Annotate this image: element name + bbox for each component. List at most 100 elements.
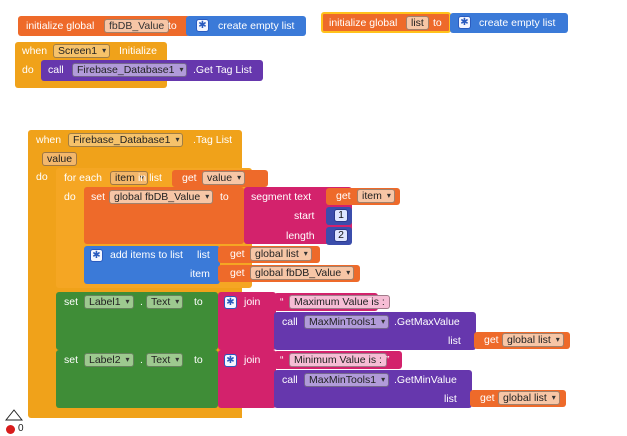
error-icon bbox=[6, 425, 15, 434]
close-quote: ” bbox=[386, 354, 390, 366]
component-dropdown[interactable]: Screen1 bbox=[53, 44, 111, 58]
get-global-fbdb-block[interactable]: get global fbDB_Value bbox=[218, 265, 360, 282]
event-name-label: Initialize bbox=[119, 45, 157, 57]
join-block-2[interactable]: ✱ join bbox=[218, 350, 276, 408]
set-label: set bbox=[91, 191, 106, 203]
init-global-list-block[interactable]: initialize global list to bbox=[321, 12, 451, 33]
in-list-label: in list bbox=[138, 172, 162, 184]
global-list-dropdown[interactable]: global list bbox=[502, 333, 564, 347]
get-global-list-block[interactable]: get global list bbox=[474, 332, 570, 349]
add-items-to-list-block[interactable]: ✱ add items to list list item bbox=[84, 246, 220, 284]
var-name-field[interactable]: fbDB_Value bbox=[104, 19, 170, 33]
gear-icon[interactable]: ✱ bbox=[224, 296, 237, 309]
start-number-block[interactable]: 1 bbox=[326, 207, 352, 225]
call-label: call bbox=[282, 316, 298, 328]
error-indicator[interactable]: 0 bbox=[6, 423, 26, 435]
global-var-dropdown[interactable]: global fbDB_Value bbox=[109, 190, 214, 204]
error-count: 0 bbox=[18, 423, 24, 434]
join-label: join bbox=[244, 296, 261, 308]
method-label: .GetMaxValue bbox=[394, 316, 460, 328]
list-label: list bbox=[197, 249, 210, 261]
component-dropdown[interactable]: Label1 bbox=[84, 295, 134, 309]
create-empty-list-label: create empty list bbox=[479, 17, 556, 29]
create-empty-list-block[interactable]: ✱ create empty list bbox=[450, 13, 568, 33]
to-label: to bbox=[433, 17, 442, 29]
set-label2-text-block[interactable]: set Label2 . Text to bbox=[56, 350, 218, 408]
item-label: item bbox=[190, 268, 210, 280]
global-fbdb-dropdown[interactable]: global fbDB_Value bbox=[250, 266, 355, 280]
get-label: get bbox=[480, 392, 495, 404]
gear-icon[interactable]: ✱ bbox=[224, 354, 237, 367]
get-tag-list-call-block[interactable]: call Firebase_Database1 .Get Tag List bbox=[41, 60, 263, 81]
warning-triangle-outline bbox=[4, 409, 24, 421]
text-string-field[interactable]: Maximum Value is : bbox=[289, 295, 390, 309]
value-dropdown[interactable]: value bbox=[202, 171, 246, 185]
list-label: list bbox=[444, 393, 457, 405]
loop-var-dropdown[interactable]: item bbox=[110, 171, 148, 185]
method-label: .GetMinValue bbox=[394, 374, 457, 386]
gear-icon[interactable]: ✱ bbox=[458, 16, 471, 29]
to-label: to bbox=[168, 20, 177, 32]
get-global-list-block[interactable]: get global list bbox=[470, 390, 566, 407]
when-label: when bbox=[36, 134, 62, 146]
list-label: list bbox=[448, 335, 461, 347]
length-number-input[interactable]: 2 bbox=[334, 229, 348, 242]
for-each-label: for each bbox=[64, 172, 102, 184]
create-empty-list-label: create empty list bbox=[218, 20, 295, 32]
text-string-block-2[interactable]: “ Minimum Value is : ” bbox=[274, 351, 402, 369]
property-dropdown[interactable]: Text bbox=[146, 295, 184, 309]
get-min-value-call-block[interactable]: call MaxMinTools1 .GetMinValue list bbox=[274, 370, 472, 408]
tool-dropdown[interactable]: MaxMinTools1 bbox=[304, 373, 390, 387]
init-global-fbdb-block[interactable]: initialize global fbDB_Value to bbox=[18, 16, 190, 36]
component-dropdown[interactable]: Firebase_Database1 bbox=[68, 133, 184, 147]
get-label: get bbox=[182, 172, 197, 184]
to-label: to bbox=[194, 354, 203, 366]
get-global-list-block[interactable]: get global list bbox=[218, 246, 320, 263]
event-name-label: .Tag List bbox=[193, 134, 233, 146]
call-label: call bbox=[282, 374, 298, 386]
get-value-block[interactable]: get value bbox=[172, 170, 268, 187]
do-label: do bbox=[22, 64, 34, 76]
method-label: .Get Tag List bbox=[193, 64, 252, 76]
gear-icon[interactable]: ✱ bbox=[196, 19, 209, 32]
start-number-input[interactable]: 1 bbox=[334, 209, 348, 222]
gear-icon[interactable]: ✱ bbox=[90, 249, 103, 262]
global-list-dropdown[interactable]: global list bbox=[250, 247, 312, 261]
tool-dropdown[interactable]: MaxMinTools1 bbox=[304, 315, 390, 329]
get-max-value-call-block[interactable]: call MaxMinTools1 .GetMaxValue list bbox=[274, 312, 476, 350]
text-string-block-1[interactable]: “ Maximum Value is : ” bbox=[274, 293, 390, 311]
open-quote: “ bbox=[280, 354, 284, 366]
component-dropdown[interactable]: Label2 bbox=[84, 353, 134, 367]
close-quote: ” bbox=[368, 296, 372, 308]
set-label: set bbox=[64, 354, 79, 366]
dot-separator: . bbox=[140, 296, 143, 308]
event-param-value[interactable]: value bbox=[42, 152, 78, 166]
get-label: get bbox=[484, 334, 499, 346]
component-dropdown[interactable]: Firebase_Database1 bbox=[72, 63, 188, 77]
property-dropdown[interactable]: Text bbox=[146, 353, 184, 367]
add-items-label: add items to list bbox=[110, 249, 183, 261]
create-empty-list-block[interactable]: ✱ create empty list bbox=[186, 16, 306, 36]
item-dropdown[interactable]: item bbox=[357, 189, 395, 203]
set-label: set bbox=[64, 296, 79, 308]
set-global-fbdb-block[interactable]: set global fbDB_Value to bbox=[84, 187, 244, 244]
var-name-field[interactable]: list bbox=[406, 16, 429, 30]
init-global-label: initialize global bbox=[329, 17, 398, 29]
when-label: when bbox=[22, 45, 48, 57]
get-label: get bbox=[230, 248, 245, 260]
set-label1-text-block[interactable]: set Label1 . Text to bbox=[56, 292, 218, 350]
start-label: start bbox=[294, 210, 315, 222]
join-block-1[interactable]: ✱ join bbox=[218, 292, 276, 350]
length-label: length bbox=[286, 230, 315, 242]
init-global-label: initialize global bbox=[26, 20, 95, 32]
get-item-block[interactable]: get item bbox=[326, 188, 400, 205]
warning-icon[interactable] bbox=[6, 410, 22, 420]
open-quote: “ bbox=[280, 296, 284, 308]
dot-separator: . bbox=[140, 354, 143, 366]
to-label: to bbox=[194, 296, 203, 308]
do-label: do bbox=[36, 171, 48, 183]
global-list-dropdown[interactable]: global list bbox=[498, 391, 560, 405]
length-number-block[interactable]: 2 bbox=[326, 227, 352, 245]
text-string-field[interactable]: Minimum Value is : bbox=[289, 353, 387, 367]
segment-text-label: segment text bbox=[251, 191, 312, 203]
